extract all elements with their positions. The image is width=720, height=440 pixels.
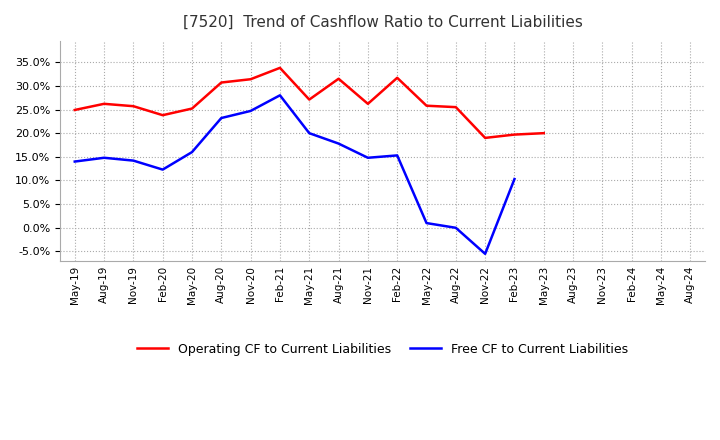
Operating CF to Current Liabilities [510, 132, 519, 137]
Operating CF to Current Liabilities [217, 80, 225, 85]
Free CF to Current Liabilities [188, 150, 197, 155]
Free CF to Current Liabilities [481, 251, 490, 257]
Free CF to Current Liabilities [422, 220, 431, 226]
Operating CF to Current Liabilities [71, 107, 79, 113]
Operating CF to Current Liabilities [129, 103, 138, 109]
Free CF to Current Liabilities [158, 167, 167, 172]
Title: [7520]  Trend of Cashflow Ratio to Current Liabilities: [7520] Trend of Cashflow Ratio to Curren… [183, 15, 582, 30]
Line: Operating CF to Current Liabilities: Operating CF to Current Liabilities [75, 58, 631, 138]
Operating CF to Current Liabilities [305, 97, 314, 102]
Free CF to Current Liabilities [393, 153, 402, 158]
Operating CF to Current Liabilities [393, 75, 402, 81]
Operating CF to Current Liabilities [246, 77, 255, 82]
Free CF to Current Liabilities [71, 159, 79, 164]
Operating CF to Current Liabilities [334, 76, 343, 81]
Operating CF to Current Liabilities [158, 113, 167, 118]
Free CF to Current Liabilities [510, 176, 519, 182]
Line: Free CF to Current Liabilities: Free CF to Current Liabilities [75, 95, 631, 254]
Operating CF to Current Liabilities [627, 55, 636, 60]
Operating CF to Current Liabilities [422, 103, 431, 108]
Free CF to Current Liabilities [334, 141, 343, 146]
Free CF to Current Liabilities [217, 115, 225, 121]
Operating CF to Current Liabilities [100, 101, 109, 106]
Operating CF to Current Liabilities [276, 65, 284, 70]
Operating CF to Current Liabilities [451, 104, 460, 110]
Free CF to Current Liabilities [276, 93, 284, 98]
Operating CF to Current Liabilities [539, 131, 548, 136]
Operating CF to Current Liabilities [364, 101, 372, 106]
Operating CF to Current Liabilities [188, 106, 197, 111]
Operating CF to Current Liabilities [481, 135, 490, 140]
Free CF to Current Liabilities [305, 131, 314, 136]
Free CF to Current Liabilities [451, 225, 460, 231]
Free CF to Current Liabilities [627, 129, 636, 134]
Free CF to Current Liabilities [364, 155, 372, 161]
Free CF to Current Liabilities [100, 155, 109, 161]
Legend: Operating CF to Current Liabilities, Free CF to Current Liabilities: Operating CF to Current Liabilities, Fre… [132, 337, 634, 361]
Free CF to Current Liabilities [129, 158, 138, 163]
Free CF to Current Liabilities [246, 108, 255, 114]
